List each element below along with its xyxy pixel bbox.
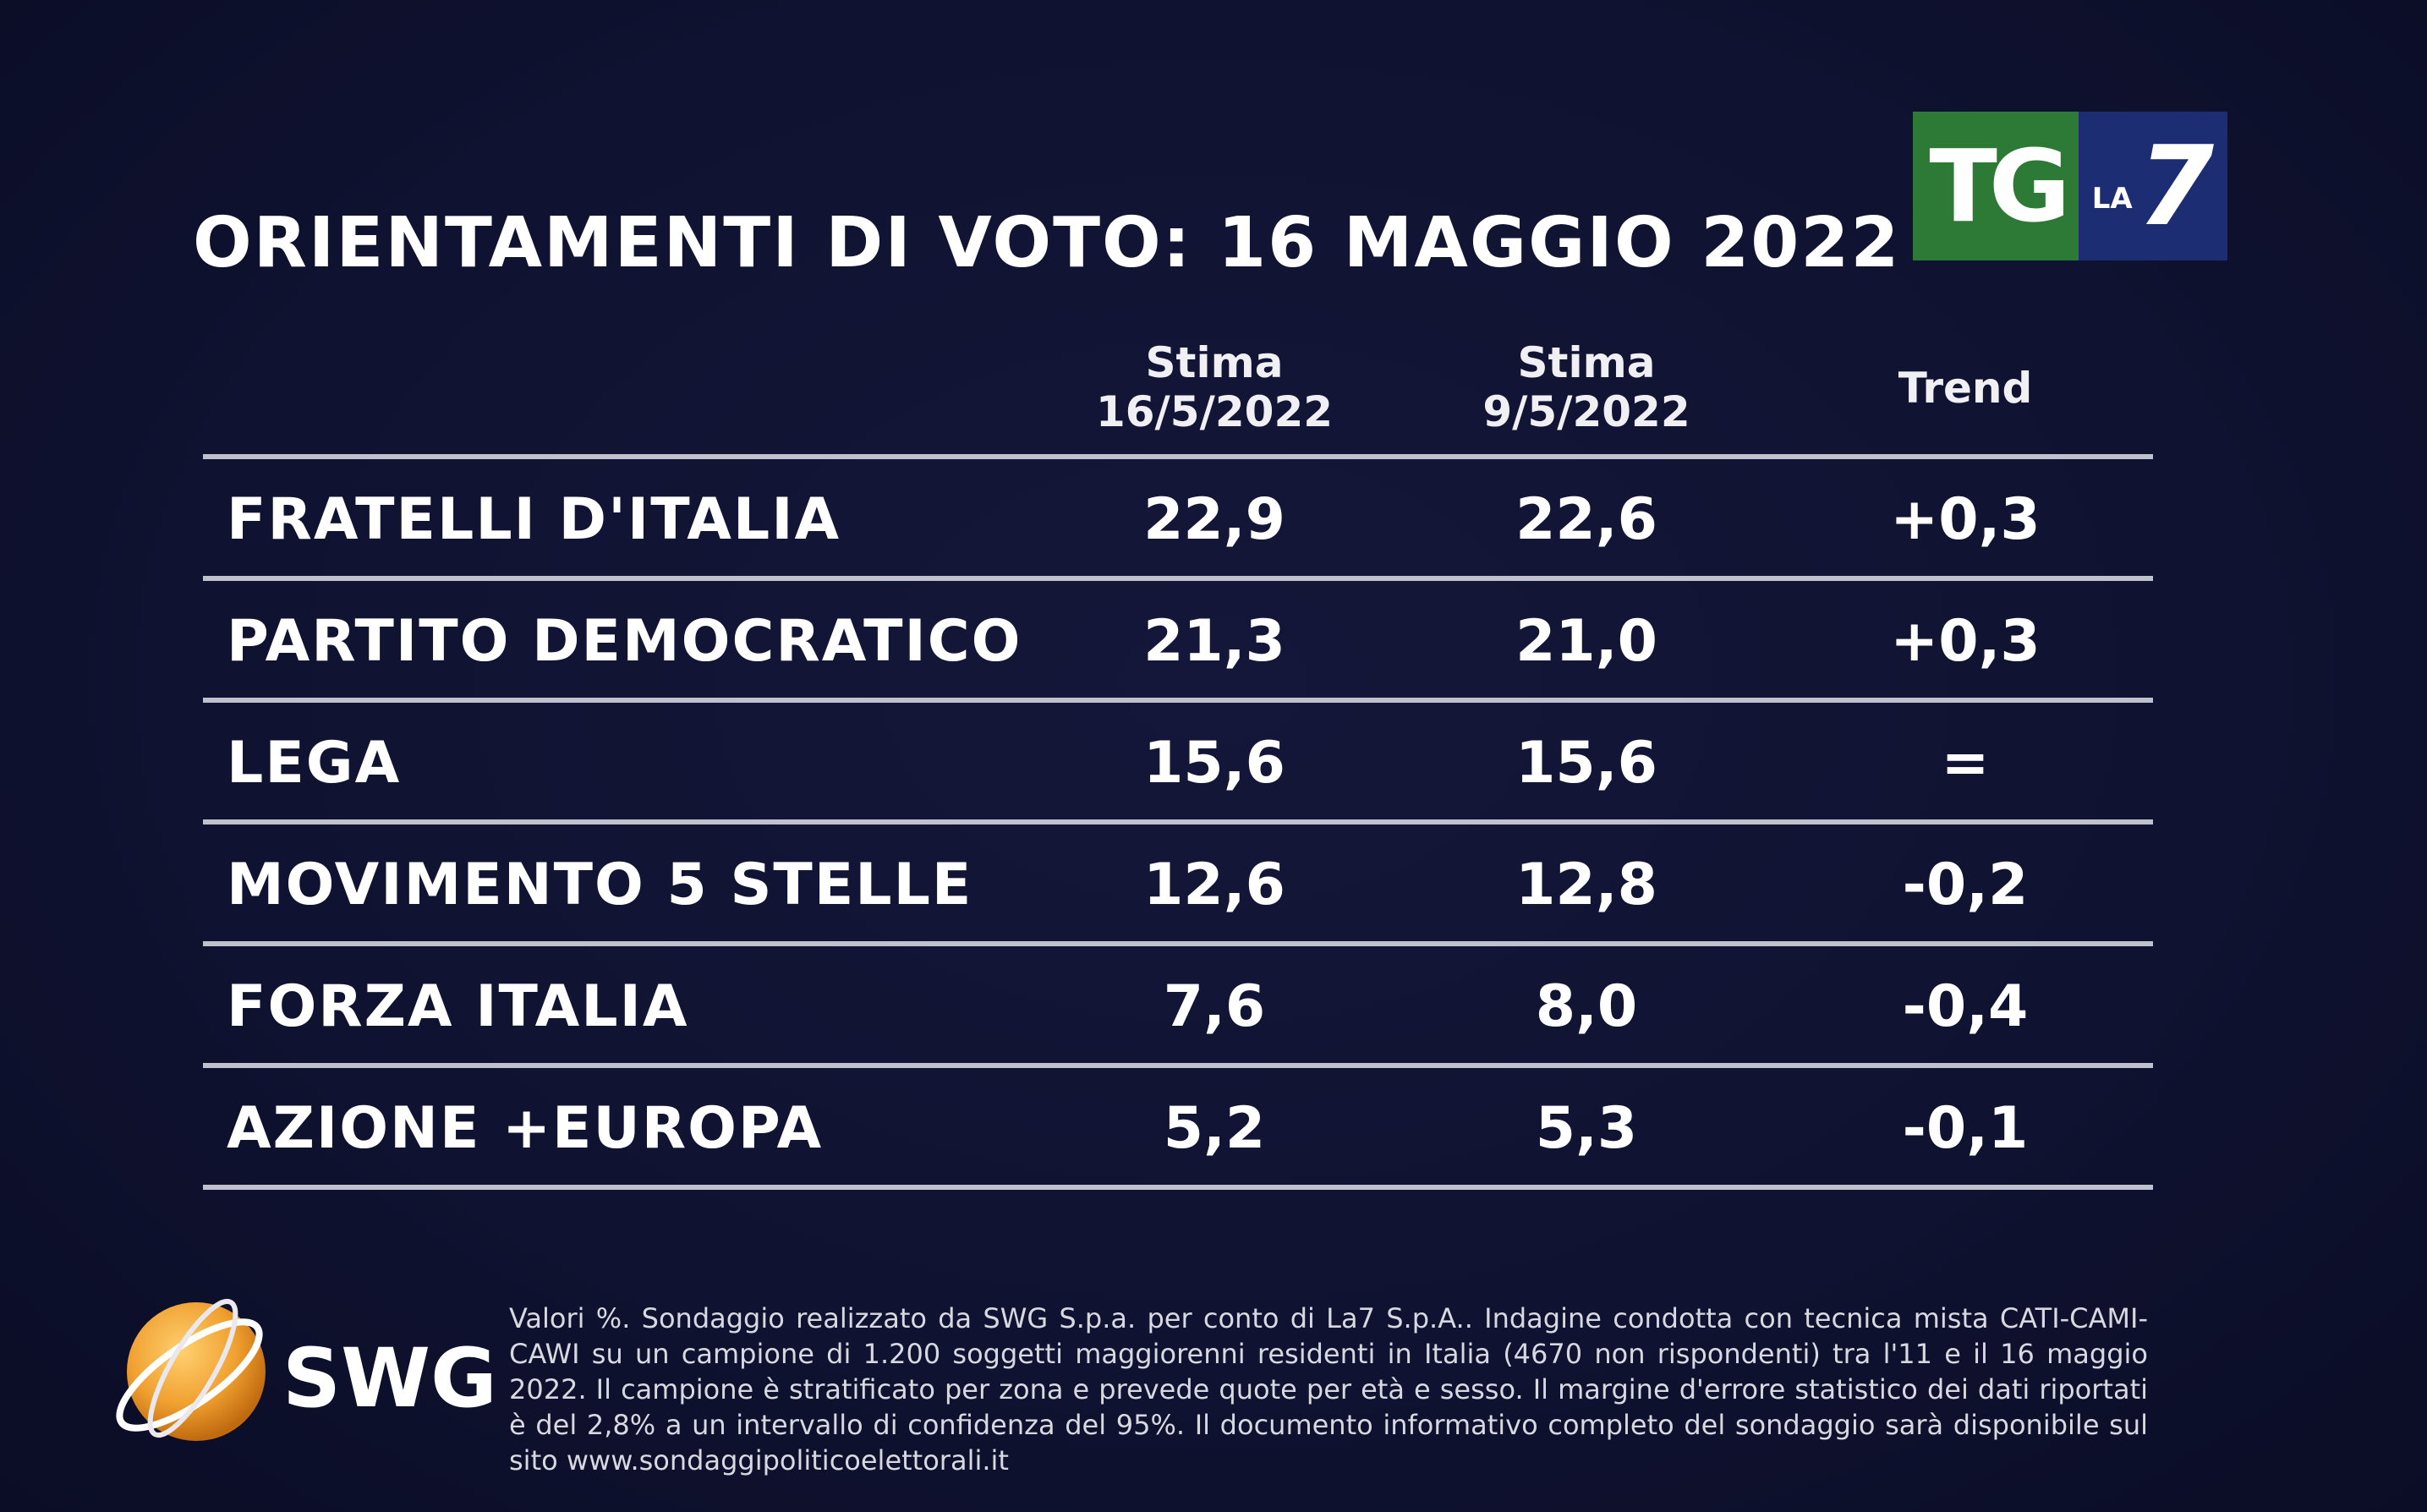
table-row: PARTITO DEMOCRATICO 21,3 21,0 +0,3 [203, 583, 2153, 700]
tg-la7-logo: TG LA 7 [1913, 112, 2227, 260]
swg-globe-icon [116, 1298, 266, 1441]
tg-logo-text: TG [1913, 112, 2079, 260]
stima-16-5-value: 22,9 [1143, 486, 1285, 553]
stima-16-5-value: 12,6 [1143, 852, 1285, 918]
table-divider [203, 454, 2153, 459]
la7-logo: LA 7 [2079, 112, 2227, 260]
table-row: LEGA 15,6 15,6 = [203, 705, 2153, 822]
table-divider [203, 698, 2153, 703]
table-row: MOVIMENTO 5 STELLE 12,6 12,8 -0,2 [203, 827, 2153, 944]
table-row: AZIONE +EUROPA 5,2 5,3 -0,1 [203, 1071, 2153, 1187]
party-name: MOVIMENTO 5 STELLE [227, 852, 973, 918]
party-name: FORZA ITALIA [227, 973, 689, 1040]
stima-9-5-value: 8,0 [1535, 973, 1638, 1040]
column-header-stima-9-5: Stima 9/5/2022 [1434, 338, 1739, 436]
la7-logo-la: LA [2091, 182, 2133, 216]
table-divider [203, 819, 2153, 824]
party-name: PARTITO DEMOCRATICO [227, 608, 1022, 675]
column-header-label: Stima [1145, 338, 1284, 387]
trend-value: -0,1 [1902, 1095, 2029, 1162]
table-divider [203, 1185, 2153, 1190]
stima-9-5-value: 22,6 [1515, 486, 1657, 553]
stima-16-5-value: 5,2 [1163, 1095, 1266, 1162]
la7-logo-seven: 7 [2137, 122, 2215, 250]
column-header-label: Stima [1517, 338, 1656, 387]
stima-9-5-value: 21,0 [1515, 608, 1657, 675]
column-header-stima-16-5: Stima 16/5/2022 [1062, 338, 1367, 436]
stima-9-5-value: 15,6 [1515, 730, 1657, 797]
column-header-date: 16/5/2022 [1095, 387, 1334, 436]
table-divider [203, 1063, 2153, 1068]
stima-9-5-value: 12,8 [1515, 852, 1657, 918]
poll-title: ORIENTAMENTI DI VOTO: 16 MAGGIO 2022 [193, 203, 1901, 283]
table-row: FRATELLI D'ITALIA 22,9 22,6 +0,3 [203, 462, 2153, 578]
column-header-trend: Trend [1813, 364, 2117, 413]
stima-16-5-value: 21,3 [1143, 608, 1285, 675]
party-name: AZIONE +EUROPA [227, 1095, 824, 1162]
table-row: FORZA ITALIA 7,6 8,0 -0,4 [203, 949, 2153, 1066]
column-header-date: 9/5/2022 [1482, 387, 1690, 436]
swg-logo: SWG [105, 1287, 497, 1456]
trend-value: = [1941, 730, 1990, 797]
party-name: LEGA [227, 730, 402, 797]
stima-16-5-value: 7,6 [1163, 973, 1266, 1040]
table-divider [203, 941, 2153, 946]
methodology-footnote: Valori %. Sondaggio realizzato da SWG S.… [509, 1302, 2148, 1476]
trend-value: +0,3 [1890, 608, 2041, 675]
trend-value: +0,3 [1890, 486, 2041, 553]
table-divider [203, 576, 2153, 581]
swg-logo-text: SWG [282, 1331, 497, 1426]
column-header-label: Trend [1898, 364, 2033, 413]
stima-16-5-value: 15,6 [1143, 730, 1285, 797]
trend-value: -0,2 [1902, 852, 2029, 918]
trend-value: -0,4 [1902, 973, 2029, 1040]
party-name: FRATELLI D'ITALIA [227, 486, 841, 553]
stima-9-5-value: 5,3 [1535, 1095, 1638, 1162]
